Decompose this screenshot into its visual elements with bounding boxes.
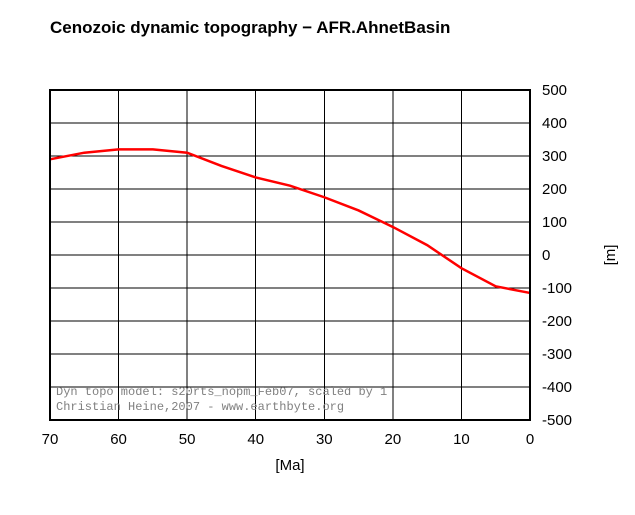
y-tick: 500 [542, 82, 567, 99]
x-tick: 50 [179, 431, 196, 448]
x-tick-labels: 70 60 50 40 30 20 10 0 [42, 431, 535, 448]
x-tick: 10 [453, 431, 470, 448]
chart-title: Cenozoic dynamic topography − AFR.AhnetB… [50, 18, 450, 38]
chart-grid [50, 90, 530, 420]
y-tick: -100 [542, 280, 572, 297]
footer-line-2: Christian Heine,2007 - www.earthbyte.org [56, 400, 344, 414]
chart-series [50, 149, 530, 293]
x-tick: 20 [385, 431, 402, 448]
footer-line-1: Dyn topo model: s20rts_nopm_Feb07, scale… [56, 385, 387, 399]
chart-footer: Dyn topo model: s20rts_nopm_Feb07, scale… [56, 385, 387, 414]
y-tick: 0 [542, 247, 550, 264]
series-dynamic-topography [50, 149, 530, 293]
x-tick: 30 [316, 431, 333, 448]
x-tick: 60 [110, 431, 127, 448]
y-axis-label: [m] [602, 245, 619, 266]
y-tick: 300 [542, 148, 567, 165]
y-tick: 400 [542, 115, 567, 132]
y-tick: -200 [542, 313, 572, 330]
x-tick: 40 [247, 431, 264, 448]
y-tick-labels: 500 400 300 200 100 0 -100 -200 -300 -400 -500 [542, 82, 572, 429]
y-tick: -300 [542, 346, 572, 363]
x-tick: 70 [42, 431, 59, 448]
chart-plot: Dyn topo model: s20rts_nopm_Feb07, scale… [50, 90, 530, 420]
y-tick: 100 [542, 214, 567, 231]
y-tick: 200 [542, 181, 567, 198]
y-tick: -400 [542, 379, 572, 396]
x-axis-label: [Ma] [275, 457, 304, 474]
y-tick: -500 [542, 412, 572, 429]
x-tick: 0 [526, 431, 534, 448]
